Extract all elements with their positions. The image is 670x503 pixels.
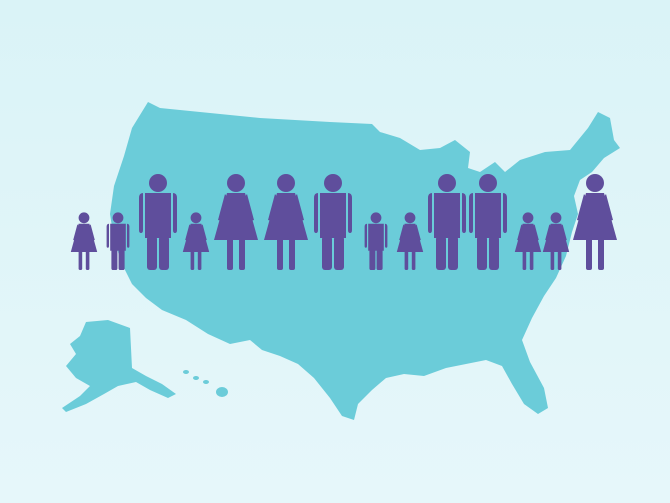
man-figure-icon: [139, 174, 177, 270]
man-figure-icon: [469, 174, 507, 270]
girl-figure-icon: [396, 212, 424, 270]
woman-figure-icon: [214, 174, 258, 270]
woman-figure-icon: [264, 174, 308, 270]
girl-figure-icon: [182, 212, 210, 270]
man-figure-icon: [314, 174, 352, 270]
hawaii-island: [216, 387, 228, 397]
woman-figure-icon: [573, 174, 617, 270]
alaska-shape: [62, 320, 176, 412]
hawaii-island: [193, 376, 199, 380]
people-row: [70, 174, 617, 270]
girl-figure-icon: [542, 212, 570, 270]
girl-figure-icon: [70, 212, 98, 270]
hawaii-island: [183, 370, 189, 374]
boy-figure-icon: [106, 212, 130, 270]
girl-figure-icon: [514, 212, 542, 270]
hawaii-island: [203, 380, 209, 384]
boy-figure-icon: [364, 212, 388, 270]
man-figure-icon: [428, 174, 466, 270]
